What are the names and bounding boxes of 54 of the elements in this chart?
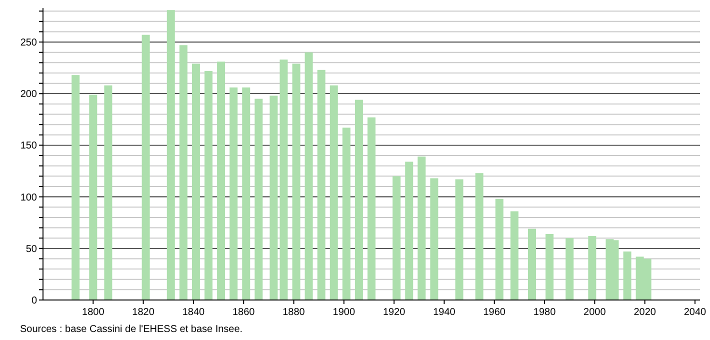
bar	[495, 198, 504, 300]
bar	[242, 87, 250, 300]
bar	[623, 252, 632, 300]
bar	[304, 52, 313, 300]
y-tick-label: 150	[20, 140, 38, 152]
bar	[510, 211, 518, 300]
x-tick-label: 1860	[232, 307, 256, 318]
bar	[588, 236, 596, 300]
bar	[89, 94, 98, 300]
bar	[455, 179, 464, 300]
bar	[546, 234, 554, 300]
bar	[230, 87, 238, 300]
bar	[317, 70, 326, 300]
bar	[430, 178, 438, 300]
bar	[179, 45, 188, 300]
x-tick-label: 1980	[533, 307, 556, 318]
x-tick-label: 1900	[332, 307, 356, 318]
bar	[204, 70, 213, 300]
bar	[418, 156, 426, 300]
bar	[405, 162, 414, 300]
bar	[354, 100, 363, 300]
x-tick-label: 1800	[82, 307, 105, 318]
bar	[292, 64, 300, 300]
bar	[528, 228, 536, 300]
bar	[342, 128, 350, 300]
bar	[368, 117, 376, 300]
bar	[142, 34, 150, 300]
x-tick-label: 1920	[382, 307, 406, 318]
y-tick-label: 200	[20, 89, 38, 100]
bar	[254, 98, 263, 300]
x-tick-label: 1880	[282, 307, 306, 318]
bar	[475, 173, 484, 300]
x-tick-label: 1940	[433, 307, 456, 318]
y-tick-label: 100	[20, 192, 38, 204]
x-tick-label: 2020	[634, 307, 656, 318]
x-tick-label: 1820	[132, 307, 155, 318]
x-tick-label: 1960	[483, 307, 506, 318]
source-note: Sources : base Cassini de l'EHESS et base Insee.	[20, 324, 243, 335]
y-tick-label: 250	[20, 38, 38, 49]
bar	[166, 10, 175, 300]
bar	[104, 85, 112, 300]
x-tick-label: 2040	[684, 307, 707, 318]
x-tick-label: 1840	[182, 307, 206, 318]
bar	[330, 85, 338, 300]
bar	[392, 176, 401, 300]
x-tick-label: 2000	[584, 307, 606, 318]
bar	[280, 60, 288, 300]
y-tick-label: 0	[31, 296, 38, 306]
bar	[217, 62, 226, 300]
y-tick-label: 50	[26, 244, 38, 255]
bar	[72, 75, 80, 300]
bar	[270, 96, 278, 300]
bar	[192, 64, 200, 300]
bar	[566, 238, 574, 300]
